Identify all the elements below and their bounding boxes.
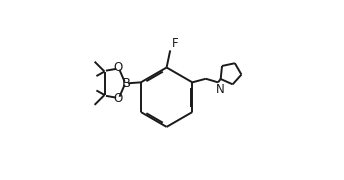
Text: N: N [215,83,224,96]
Text: O: O [114,61,123,75]
Text: B: B [121,77,131,90]
Text: F: F [172,37,178,50]
Text: O: O [114,92,123,105]
